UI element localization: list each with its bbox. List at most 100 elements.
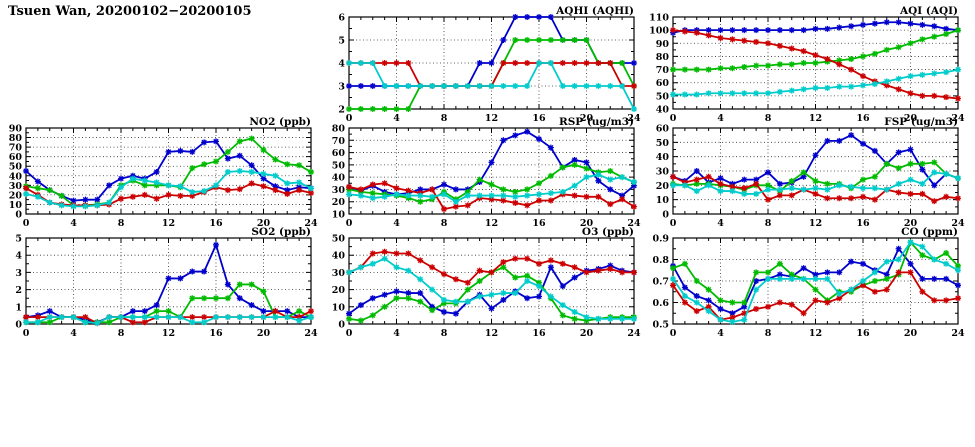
aqhi-title: AQHI (AQHI) xyxy=(555,5,634,17)
aqhi-xtick-label: 0 xyxy=(346,113,353,124)
fsp-ytick-label: 20 xyxy=(656,181,670,192)
aqi-ytick-label: 110 xyxy=(649,13,669,24)
so2-series-cyan-markers xyxy=(23,314,314,327)
so2-xtick-label: 24 xyxy=(304,328,318,339)
aqhi-ytick-label: 4 xyxy=(338,59,345,70)
fsp-ytick-label: 10 xyxy=(656,195,670,206)
fsp-ytick-label: 30 xyxy=(656,167,670,178)
o3-xtick-label: 0 xyxy=(346,328,353,339)
o3-title: O3 (ppb) xyxy=(582,226,634,238)
co-ytick-label: 0.6 xyxy=(652,298,669,309)
chart-no2: 0 10 20 30 40 50 60 70 80 90 0 4 8 12 16 20 24 NO2 (ppb) xyxy=(0,114,320,231)
co-xtick-label: 4 xyxy=(717,328,724,339)
fsp-plot-border xyxy=(672,127,959,215)
fsp-xtick-label: 16 xyxy=(856,218,870,229)
no2-title: NO2 (ppb) xyxy=(249,116,311,128)
o3-xtick-label: 24 xyxy=(627,328,641,339)
rsp-ytick-label: 20 xyxy=(332,197,346,208)
fsp-xtick-label: 24 xyxy=(951,218,965,229)
chart-co: 0.5 0.6 0.7 0.8 0.9 0 4 8 12 16 20 24 CO (ppm) xyxy=(647,224,967,341)
co-xtick-label: 8 xyxy=(765,328,772,339)
no2-ytick-label: 70 xyxy=(9,143,23,154)
aqi-xtick-label: 0 xyxy=(670,113,677,124)
aqi-xtick-label: 20 xyxy=(904,113,918,124)
no2-ytick-label: 10 xyxy=(9,200,23,211)
fsp-ytick-label: 50 xyxy=(656,138,670,149)
fsp-xtick-label: 20 xyxy=(904,218,918,229)
no2-ytick-label: 90 xyxy=(9,124,23,135)
aqi-xtick-label: 16 xyxy=(856,113,870,124)
aqi-series-cyan-markers xyxy=(670,66,961,98)
fsp-ytick-label: 0 xyxy=(662,210,669,221)
fsp-xtick-label: 12 xyxy=(809,218,822,229)
o3-xtick-label: 8 xyxy=(441,328,448,339)
rsp-series-cyan-markers xyxy=(346,171,637,205)
fsp-xtick-label: 8 xyxy=(765,218,772,229)
chart-so2: 0 1 2 3 4 5 0 4 8 12 16 20 24 SO2 (ppb) xyxy=(0,224,320,341)
chart-aqi: 40 50 60 70 80 90 100 110 0 4 8 12 16 20 24 AQI (AQI) xyxy=(647,3,967,126)
aqi-series-green-markers xyxy=(670,27,961,73)
rsp-xtick-label: 24 xyxy=(627,218,641,229)
fsp-xtick-label: 0 xyxy=(670,218,677,229)
chart-aqhi: 2 3 4 5 6 0 4 8 12 16 20 24 AQHI (AQHI) xyxy=(323,3,643,126)
no2-xtick-label: 20 xyxy=(257,218,271,229)
co-ytick-label: 0.9 xyxy=(652,234,669,245)
co-ytick-label: 0.5 xyxy=(652,320,669,331)
aqi-ytick-label: 80 xyxy=(656,52,670,63)
aqi-ytick-label: 60 xyxy=(656,78,670,89)
chart-aqhi-canvas: 2 3 4 5 6 0 4 8 12 16 20 24 AQHI (AQHI) xyxy=(338,5,641,124)
aqi-ytick-label: 40 xyxy=(656,105,670,116)
co-xtick-label: 24 xyxy=(951,328,965,339)
so2-xtick-label: 8 xyxy=(118,328,125,339)
rsp-ytick-label: 70 xyxy=(332,136,346,147)
rsp-xtick-label: 16 xyxy=(532,218,546,229)
no2-xtick-label: 16 xyxy=(209,218,223,229)
rsp-plot-border xyxy=(348,127,635,215)
rsp-title: RSP (ug/m3) xyxy=(559,116,634,128)
chart-rsp: 10 20 30 40 50 60 70 80 0 4 8 12 16 20 24 RSP (ug/m3) xyxy=(323,114,643,231)
rsp-ytick-label: 30 xyxy=(332,185,346,196)
aqi-ytick-label: 90 xyxy=(656,39,670,50)
so2-xtick-label: 20 xyxy=(257,328,271,339)
chart-o3: 0 10 20 30 40 50 0 4 8 12 16 20 24 O3 (ppb) xyxy=(323,224,643,341)
co-xtick-label: 16 xyxy=(856,328,870,339)
co-series-red-markers xyxy=(670,269,961,323)
so2-ytick-label: 3 xyxy=(15,268,22,279)
aqhi-xtick-label: 12 xyxy=(485,113,498,124)
co-title: CO (ppm) xyxy=(901,226,958,238)
aqi-ytick-label: 50 xyxy=(656,91,670,102)
no2-xtick-label: 12 xyxy=(162,218,175,229)
aqhi-xtick-label: 24 xyxy=(627,113,641,124)
fsp-xtick-label: 4 xyxy=(717,218,724,229)
aqhi-series-green-line xyxy=(349,39,635,110)
so2-ytick-label: 1 xyxy=(15,302,22,313)
rsp-xtick-label: 8 xyxy=(441,218,448,229)
aqi-title: AQI (AQI) xyxy=(899,5,958,17)
rsp-xtick-label: 4 xyxy=(393,218,400,229)
o3-ytick-label: 30 xyxy=(332,268,346,279)
o3-ytick-label: 0 xyxy=(338,320,345,331)
aqhi-series-cyan-markers xyxy=(346,60,637,112)
co-xtick-label: 12 xyxy=(809,328,822,339)
fsp-title: FSP (ug/m3) xyxy=(884,116,958,128)
chart-co-canvas: 0.5 0.6 0.7 0.8 0.9 0 4 8 12 16 20 24 CO (ppm) xyxy=(652,226,965,339)
no2-ytick-label: 80 xyxy=(9,133,23,144)
aqi-xtick-label: 4 xyxy=(717,113,724,124)
o3-plot-border xyxy=(348,237,635,325)
co-xtick-label: 0 xyxy=(670,328,677,339)
no2-ytick-label: 30 xyxy=(9,181,23,192)
no2-xtick-label: 24 xyxy=(304,218,318,229)
rsp-ytick-label: 10 xyxy=(332,210,346,221)
o3-xtick-label: 20 xyxy=(580,328,594,339)
aqhi-series-green-markers xyxy=(346,37,637,112)
aqi-xtick-label: 12 xyxy=(809,113,822,124)
aqhi-ytick-label: 3 xyxy=(338,82,345,93)
no2-ytick-label: 40 xyxy=(9,171,23,182)
rsp-xtick-label: 20 xyxy=(580,218,594,229)
rsp-ytick-label: 80 xyxy=(332,124,346,135)
o3-ytick-label: 10 xyxy=(332,302,346,313)
